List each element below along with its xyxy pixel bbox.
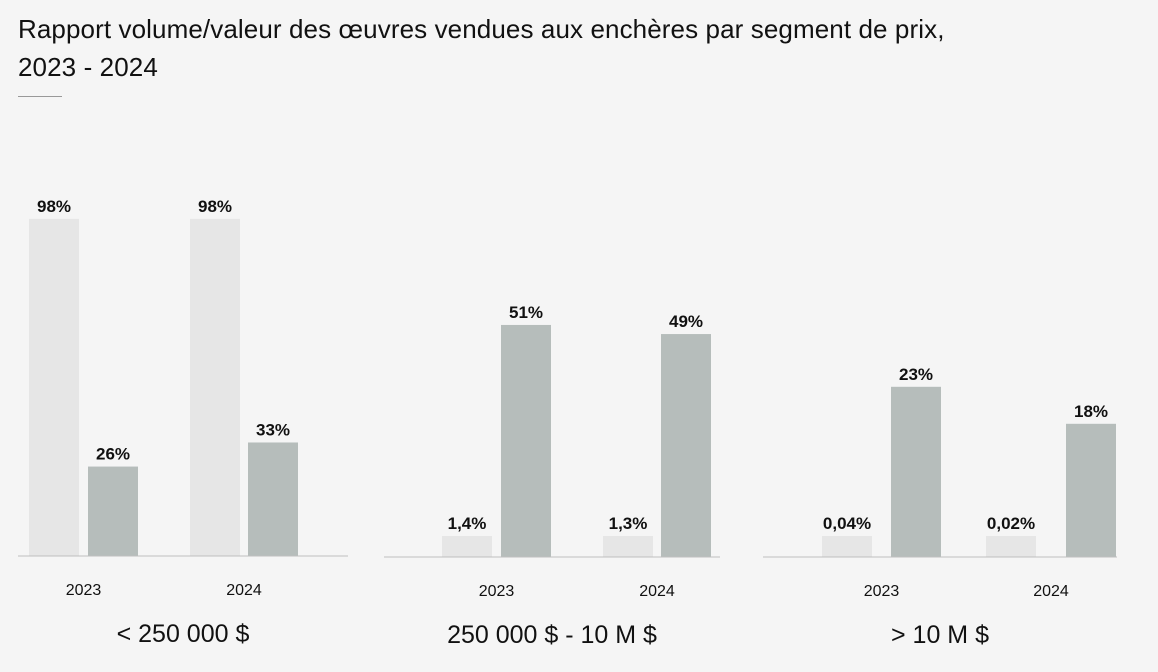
- x-tick-label-2023: 2023: [479, 583, 515, 600]
- chart-title: Rapport volume/valeur des œuvres vendues…: [18, 10, 1118, 86]
- bar-valeur-2023: [891, 386, 941, 557]
- chart-title-line2: 2023 - 2024: [18, 52, 158, 82]
- segment-label: 250 000 $ - 10 M $: [447, 621, 657, 649]
- bar-valeur-2024: [248, 442, 298, 556]
- data-label-valeur-2023: 23%: [899, 365, 933, 384]
- chart-title-line1: Rapport volume/valeur des œuvres vendues…: [18, 14, 945, 44]
- x-tick-label-2023: 2023: [864, 583, 900, 600]
- data-label-valeur-2023: 51%: [509, 303, 543, 322]
- bar-volume-2024: [986, 536, 1036, 557]
- segment-label: > 10 M $: [891, 621, 989, 649]
- bar-volume-2023: [29, 218, 79, 556]
- x-tick-label-2024: 2024: [639, 583, 675, 600]
- bar-volume-2024: [190, 218, 240, 556]
- bar-valeur-2023: [501, 324, 551, 557]
- data-label-valeur-2023: 26%: [96, 445, 130, 464]
- data-label-volume-2024: 0,02%: [987, 514, 1035, 533]
- bar-volume-2023: [822, 536, 872, 557]
- data-label-valeur-2024: 18%: [1074, 402, 1108, 421]
- data-label-volume-2023: 98%: [37, 197, 71, 216]
- bar-valeur-2024: [661, 334, 711, 557]
- bar-volume-2024: [603, 536, 653, 557]
- x-tick-label-2024: 2024: [226, 582, 262, 599]
- x-tick-label-2023: 2023: [66, 582, 102, 599]
- data-label-valeur-2024: 49%: [669, 312, 703, 331]
- data-label-valeur-2024: 33%: [256, 420, 290, 439]
- bar-valeur-2024: [1066, 423, 1116, 557]
- segment-label: < 250 000 $: [117, 620, 250, 648]
- data-label-volume-2024: 98%: [198, 197, 232, 216]
- title-underline: [18, 96, 62, 97]
- bar-valeur-2023: [88, 466, 138, 556]
- data-label-volume-2024: 1,3%: [609, 514, 648, 533]
- data-label-volume-2023: 1,4%: [448, 514, 487, 533]
- data-label-volume-2023: 0,04%: [823, 514, 871, 533]
- bar-volume-2023: [442, 536, 492, 557]
- x-tick-label-2024: 2024: [1033, 583, 1069, 600]
